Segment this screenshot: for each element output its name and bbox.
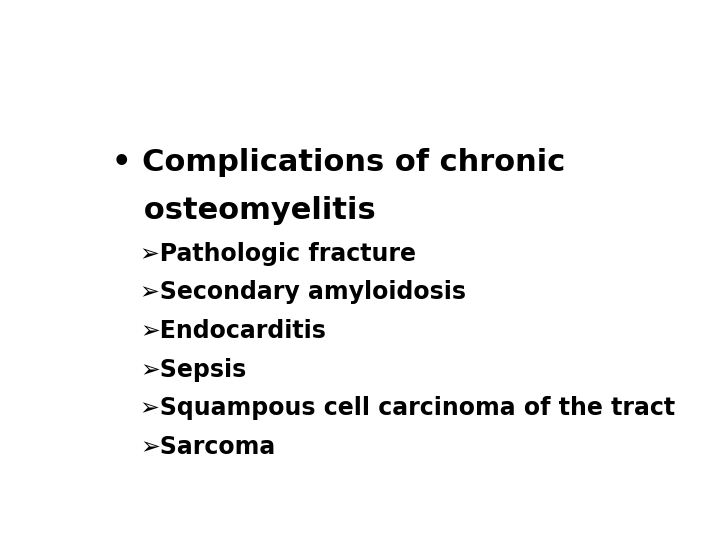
Text: ➢Squampous cell carcinoma of the tract: ➢Squampous cell carcinoma of the tract	[140, 396, 675, 420]
Text: ➢Pathologic fracture: ➢Pathologic fracture	[140, 241, 416, 266]
Text: • Complications of chronic: • Complications of chronic	[112, 148, 566, 177]
Text: ➢Secondary amyloidosis: ➢Secondary amyloidosis	[140, 280, 467, 304]
Text: osteomyelitis: osteomyelitis	[112, 196, 376, 225]
Text: ➢Endocarditis: ➢Endocarditis	[140, 319, 326, 343]
Text: ➢Sarcoma: ➢Sarcoma	[140, 435, 276, 459]
Text: ➢Sepsis: ➢Sepsis	[140, 357, 246, 382]
